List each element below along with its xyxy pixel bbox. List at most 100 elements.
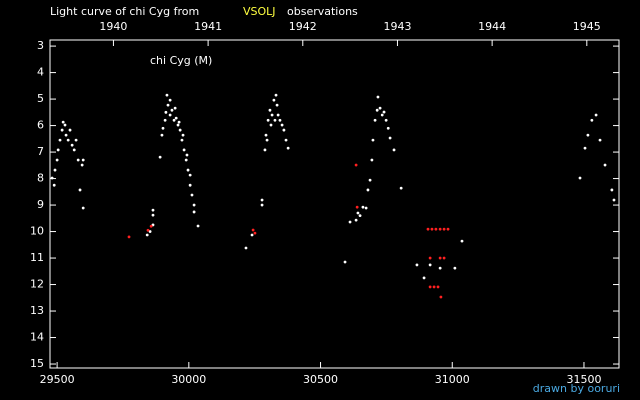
point: [178, 128, 182, 132]
y-tick-label: 11: [30, 251, 44, 264]
point: [52, 183, 56, 187]
y-tick-label: 3: [37, 39, 44, 52]
point: [68, 128, 72, 132]
point: [446, 227, 450, 231]
point: [578, 176, 582, 180]
point: [56, 148, 60, 152]
point: [356, 211, 360, 215]
point: [428, 285, 432, 289]
y-tick-label: 12: [30, 278, 44, 291]
point: [192, 210, 196, 214]
point: [278, 118, 282, 122]
point: [168, 98, 172, 102]
y-tick-label: 8: [37, 172, 44, 185]
point: [70, 143, 74, 147]
point: [165, 93, 169, 97]
point: [61, 120, 65, 124]
y-tick-label: 10: [30, 225, 44, 238]
point: [174, 116, 178, 120]
point: [81, 158, 85, 162]
point: [438, 256, 442, 260]
point: [428, 263, 432, 267]
point: [66, 138, 70, 142]
point: [80, 163, 84, 167]
point: [163, 118, 167, 122]
point: [260, 203, 264, 207]
point: [275, 103, 279, 107]
point: [160, 133, 164, 137]
chart-title: Light curve of chi Cyg from: [50, 5, 199, 18]
point: [170, 108, 174, 112]
point: [343, 260, 347, 264]
x-tick-label: 31000: [435, 373, 470, 386]
point: [260, 198, 264, 202]
point: [146, 228, 150, 232]
point: [181, 133, 185, 137]
x2-tick-label: 1942: [289, 20, 317, 33]
point: [432, 285, 436, 289]
point: [190, 193, 194, 197]
y-tick-label: 14: [30, 331, 44, 344]
point: [355, 205, 359, 209]
point: [415, 263, 419, 267]
point: [76, 158, 80, 162]
point: [426, 227, 430, 231]
x-tick-label: 29500: [40, 373, 75, 386]
point: [422, 276, 426, 280]
point: [158, 155, 162, 159]
point: [438, 227, 442, 231]
point: [612, 198, 616, 202]
point: [266, 118, 270, 122]
point: [151, 213, 155, 217]
point: [436, 285, 440, 289]
point: [263, 148, 267, 152]
point: [50, 176, 54, 180]
point: [384, 118, 388, 122]
point: [460, 239, 464, 243]
credit: drawn by ooruri: [533, 382, 620, 395]
point: [434, 227, 438, 231]
point: [280, 123, 284, 127]
point: [72, 148, 76, 152]
point: [250, 233, 254, 237]
point: [590, 118, 594, 122]
point: [188, 173, 192, 177]
point: [586, 133, 590, 137]
x2-tick-label: 1944: [478, 20, 506, 33]
point: [161, 126, 165, 130]
point: [180, 138, 184, 142]
y-tick-label: 5: [37, 92, 44, 105]
point: [173, 106, 177, 110]
point: [439, 295, 443, 299]
point: [269, 123, 273, 127]
point: [60, 128, 64, 132]
point: [583, 146, 587, 150]
point: [399, 186, 403, 190]
point: [176, 123, 180, 127]
point: [375, 108, 379, 112]
point: [58, 138, 62, 142]
point: [196, 224, 200, 228]
x2-tick-label: 1945: [573, 20, 601, 33]
point: [594, 113, 598, 117]
x-tick-label: 30000: [171, 373, 206, 386]
point: [380, 113, 384, 117]
point: [53, 168, 57, 172]
point: [265, 138, 269, 142]
point: [166, 103, 170, 107]
y-tick-label: 4: [37, 66, 44, 79]
point: [364, 206, 368, 210]
point: [145, 233, 149, 237]
point: [376, 95, 380, 99]
point: [186, 168, 190, 172]
point: [64, 133, 68, 137]
title-source: VSOLJ: [243, 5, 276, 18]
point: [272, 98, 276, 102]
point: [268, 108, 272, 112]
point: [386, 126, 390, 130]
point: [184, 158, 188, 162]
point: [192, 203, 196, 207]
